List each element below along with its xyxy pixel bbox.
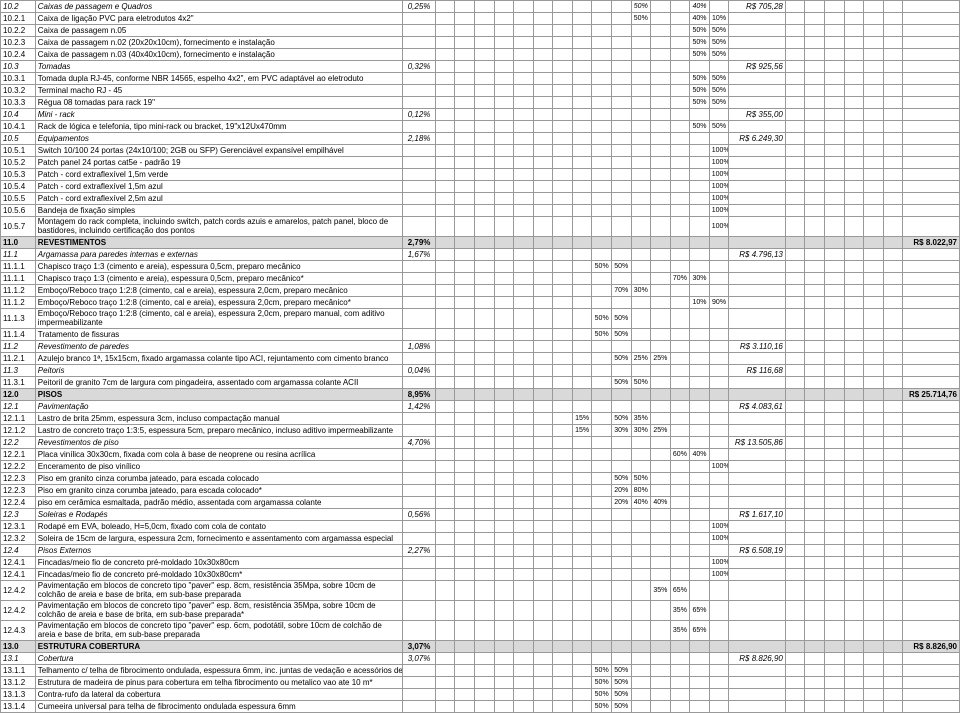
table-row: 11.0REVESTIMENTOS2,79%R$ 8.022,97 [1,237,960,249]
table-row: 11.1Argamassa para paredes internas e ex… [1,249,960,261]
table-row: 10.5.4Patch - cord extraflexível 1,5m az… [1,181,960,193]
table-row: 12.2.3Piso em granito cinza corumba jate… [1,485,960,497]
table-row: 10.3.3Régua 08 tomadas para rack 19"50%5… [1,97,960,109]
table-row: 11.2Revestimento de paredes1,08%R$ 3.110… [1,341,960,353]
table-row: 12.2.3Piso em granito cinza corumba jate… [1,473,960,485]
table-row: 13.1.3Contra-rufo da lateral da cobertur… [1,689,960,701]
table-row: 11.3Peitoris0,04%R$ 116,68 [1,365,960,377]
table-row: 10.3.2Terminal macho RJ - 4550%50% [1,85,960,97]
table-row: 11.1.4Tratamento de fissuras50%50% [1,329,960,341]
table-row: 10.5.6Bandeja de fixação simples100% [1,205,960,217]
table-row: 12.3.2Soleira de 15cm de largura, espess… [1,533,960,545]
table-row: 10.2.3Caixa de passagem n.02 (20x20x10cm… [1,37,960,49]
table-row: 10.5.3Patch - cord extraflexível 1,5m ve… [1,169,960,181]
table-row: 11.1.2Emboço/Reboco traço 1:2:8 (cimento… [1,297,960,309]
table-row: 11.1.1Chapisco traço 1:3 (cimento e arei… [1,261,960,273]
table-row: 12.4.1Fincadas/meio fio de concreto pré-… [1,569,960,581]
table-row: 13.1.2Estrutura de madeira de pinus para… [1,677,960,689]
table-row: 10.2Caixas de passagem e Quadros0,25%50%… [1,1,960,13]
table-row: 12.3Soleiras e Rodapés0,56%R$ 1.617,10 [1,509,960,521]
table-row: 10.3Tomadas0,32%R$ 925,56 [1,61,960,73]
table-row: 12.2.4piso em cerâmica esmaltada, padrão… [1,497,960,509]
table-row: 13.1.1Telhamento c/ telha de fibrociment… [1,665,960,677]
table-row: 12.4.3Pavimentação em blocos de concreto… [1,621,960,641]
table-row: 12.1.1Lastro de brita 25mm, espessura 3c… [1,413,960,425]
table-row: 12.4.2Pavimentação em blocos de concreto… [1,581,960,601]
table-row: 10.5Equipamentos2,18%R$ 6.249,30 [1,133,960,145]
table-row: 11.1.1Chapisco traço 1:3 (cimento e arei… [1,273,960,285]
table-row: 10.5.5Patch - cord extraflexível 2,5m az… [1,193,960,205]
table-row: 10.5.7Montagem do rack completa, incluin… [1,217,960,237]
table-row: 11.2.1Azulejo branco 1ª, 15x15cm, fixado… [1,353,960,365]
budget-table: 10.2Caixas de passagem e Quadros0,25%50%… [0,0,960,713]
table-row: 11.1.2Emboço/Reboco traço 1:2:8 (cimento… [1,285,960,297]
table-row: 10.4.1Rack de lógica e telefonia, tipo m… [1,121,960,133]
table-row: 10.3.1Tomada dupla RJ-45, conforme NBR 1… [1,73,960,85]
table-row: 12.2.2Enceramento de piso vinílico100% [1,461,960,473]
table-row: 10.2.2Caixa de passagem n.0550%50% [1,25,960,37]
table-row: 12.1Pavimentação1,42%R$ 4.083,61 [1,401,960,413]
table-row: 10.5.2Patch panel 24 portas cat5e - padr… [1,157,960,169]
table-row: 10.2.4Caixa de passagem n.03 (40x40x10cm… [1,49,960,61]
table-row: 10.5.1Switch 10/100 24 portas (24x10/100… [1,145,960,157]
table-row: 12.1.2Lastro de concreto traço 1:3:5, es… [1,425,960,437]
table-row: 13.1.4Cumeeira universal para telha de f… [1,701,960,713]
table-row: 10.4Mini - rack0,12%R$ 355,00 [1,109,960,121]
table-row: 10.2.1Caixa de ligação PVC para eletrodu… [1,13,960,25]
table-row: 11.3.1Peitoril de granito 7cm de largura… [1,377,960,389]
table-row: 12.4.1Fincadas/meio fio de concreto pré-… [1,557,960,569]
table-row: 12.3.1Rodapé em EVA, boleado, H=5,0cm, f… [1,521,960,533]
table-row: 13.0ESTRUTURA COBERTURA3,07%R$ 8.826,90 [1,641,960,653]
table-row: 12.0PISOS8,95%R$ 25.714,76 [1,389,960,401]
table-row: 12.4Pisos Externos2,27%R$ 6.508,19 [1,545,960,557]
table-row: 13.1Cobertura3,07%R$ 8.826,90 [1,653,960,665]
table-row: 12.4.2Pavimentação em blocos de concreto… [1,601,960,621]
table-row: 12.2Revestimentos de piso4,70%R$ 13.505,… [1,437,960,449]
table-row: 11.1.3Emboço/Reboco traço 1:2:8 (cimento… [1,309,960,329]
table-row: 12.2.1Placa vinílica 30x30cm, fixada com… [1,449,960,461]
